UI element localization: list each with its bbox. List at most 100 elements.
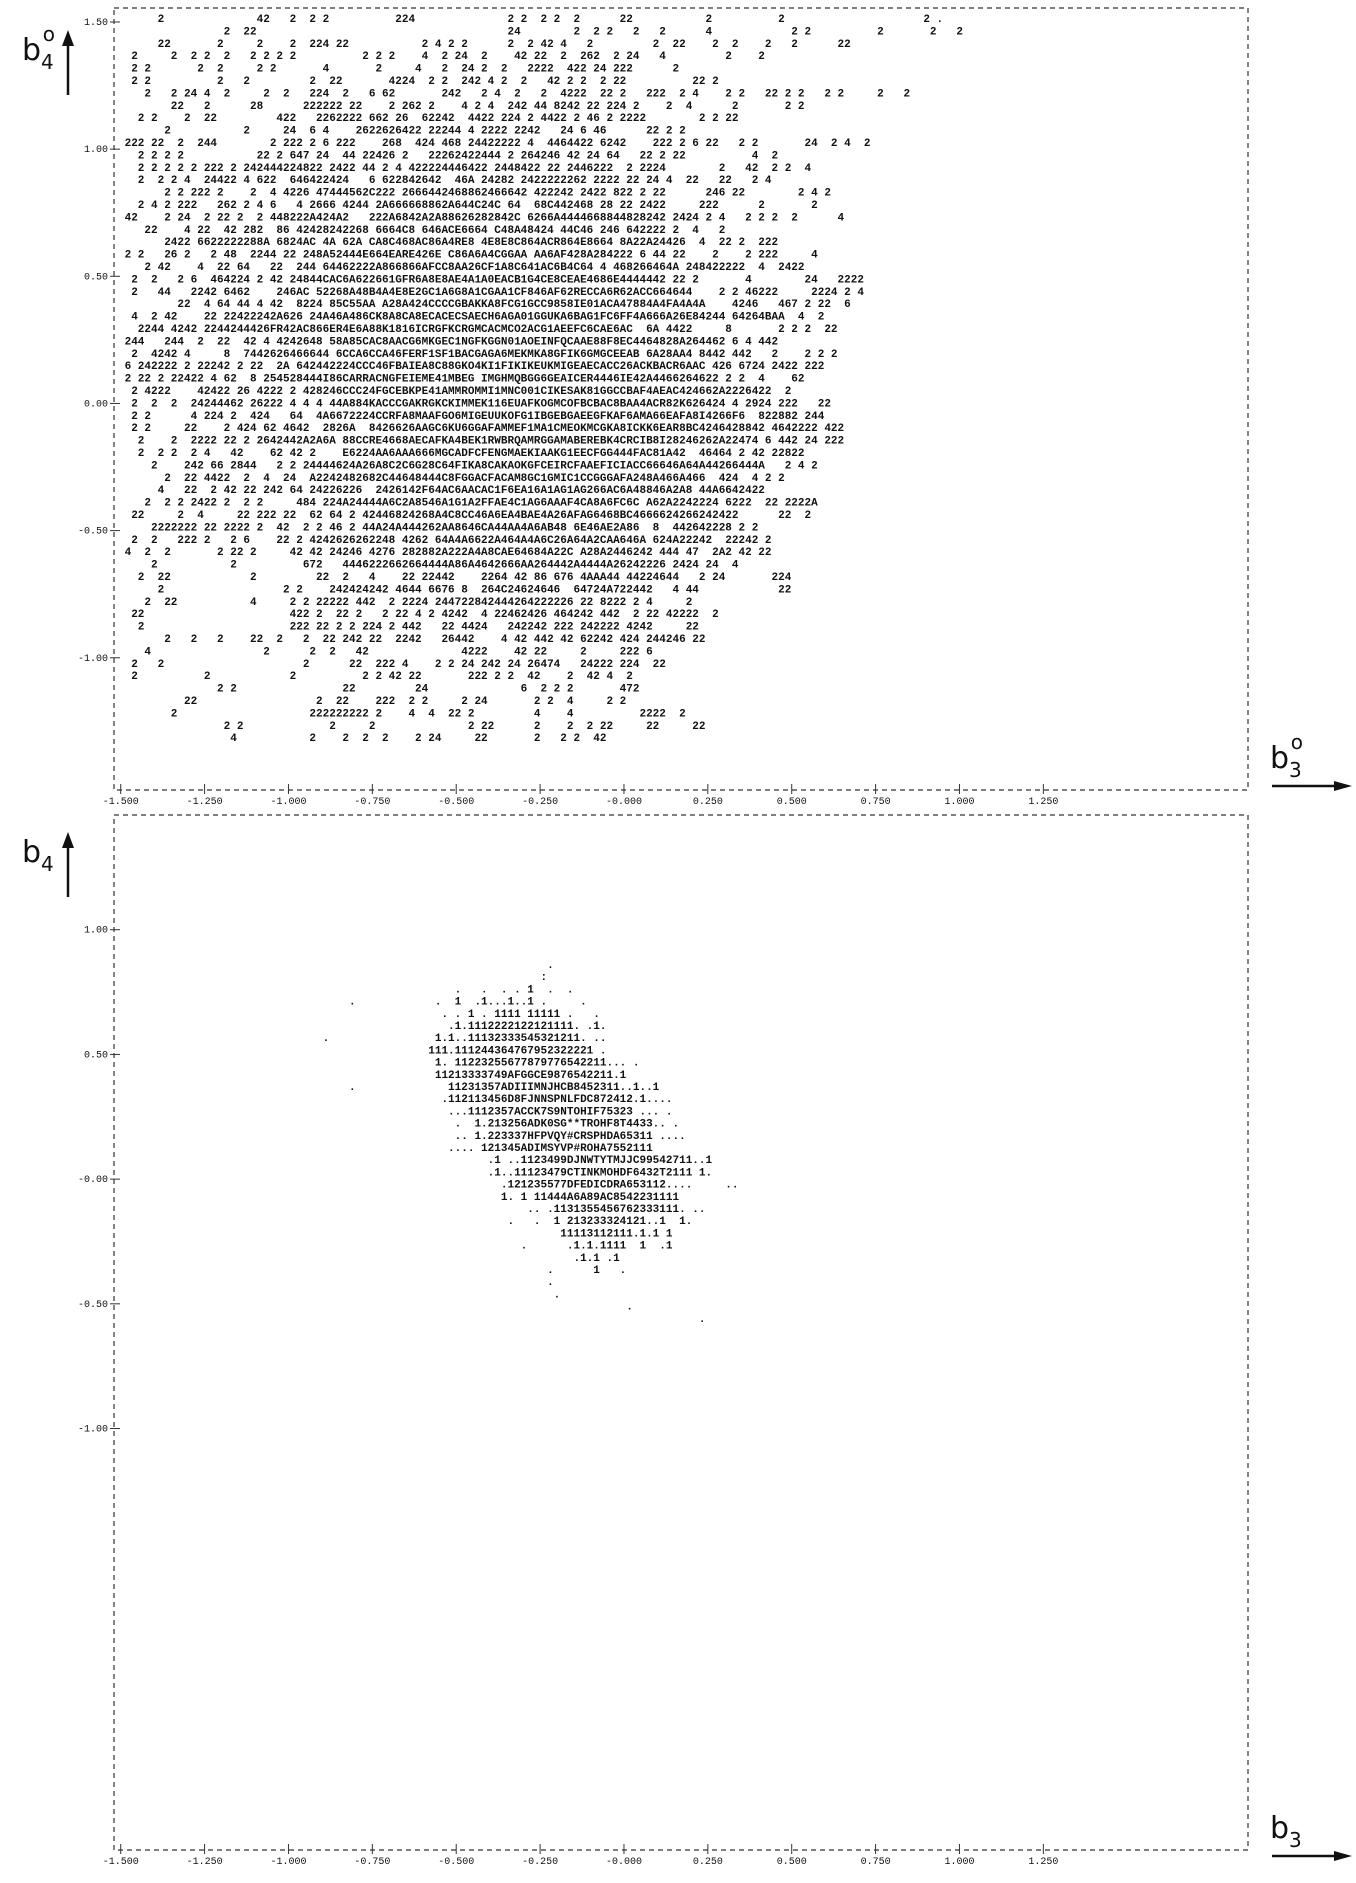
- y-tick-label: 0.50: [84, 272, 108, 283]
- plot-row: .: [118, 1289, 560, 1301]
- plot-row: 11113112111.1.1 1: [118, 1228, 673, 1240]
- x-label: b3 o: [1270, 730, 1303, 782]
- plot-row: 2222222 22 2222 2 42 2 2 46 2 44A24A4442…: [118, 522, 758, 534]
- plot-row: . . . . 1 . .: [118, 984, 573, 996]
- label-base: b: [22, 33, 41, 68]
- plot-row: 22 422 2 22 2 2 22 4 2 4242 4 22462426 4…: [118, 609, 719, 621]
- label-sup: o: [43, 22, 55, 46]
- plot-row: 2 2 2 2 4 42 62 42 2 E6224AA6AAA666MGCAD…: [118, 448, 805, 460]
- plot-row: 42 2 24 2 22 2 2 448222A424A2 222A6842A2…: [118, 212, 845, 224]
- plot-row: 22 2 2 2 224 22 2 4 2 2 2 2 42 4 2 2 22 …: [118, 39, 851, 51]
- x-tick-label: -0.500: [438, 797, 474, 808]
- plot-row: . . 1 . 1111 11111 . .: [118, 1009, 600, 1021]
- plot-row: .... 121345ADIMSYVP#ROHA7552111: [118, 1143, 653, 1155]
- label-sub: 4: [41, 852, 54, 876]
- plot-row: 2 2 2 2 2 22 2 2 2 22 22 22: [118, 721, 706, 733]
- plot-row: 2 2 4 224 2 424 64 4A6672224CCRFA8MAAFGO…: [118, 411, 825, 423]
- plot-row: . . 1 .1...1..1 . .: [118, 997, 587, 1009]
- plot-row: 2 2 2 22 222 4 2 2 24 242 24 26474 24222…: [118, 659, 666, 671]
- label-base: b: [22, 835, 41, 870]
- plot-row: 2 2 2 2 2 2 4 2 4 2 24 2 2 2222 422 24 2…: [118, 64, 679, 76]
- x-tick-label: -0.750: [354, 797, 390, 808]
- plot-row: .: [118, 1277, 554, 1289]
- plot-row: 22 4 22 42 282 86 42428242268 6664C8 646…: [118, 225, 725, 237]
- plot-row: 2 2 2 22 2 2 22 242 22 2242 26442 4 42 4…: [118, 634, 706, 646]
- x-tick-label: 1.000: [944, 797, 974, 808]
- plot-row: :: [118, 972, 547, 984]
- plot-row: .1..11123479CTINKMOHDF6432T2111 1.: [118, 1167, 712, 1179]
- x-tick-label: 1.250: [1028, 797, 1058, 808]
- label-sup: o: [1291, 730, 1303, 754]
- y-tick-label: 1.50: [84, 18, 108, 29]
- label-sub: 4: [41, 50, 54, 74]
- plot-row: 2 242 66 2844 2 2 24444624A26A8C2C6G28C6…: [118, 460, 818, 472]
- label-sub: 3: [1289, 1828, 1302, 1852]
- plot-row: 22 2 4 22 222 22 62 64 2 42446824268A4C8…: [118, 510, 811, 522]
- x-tick-label: -1.500: [103, 1857, 139, 1868]
- plot-row: 2 2 2 24244462 26222 4 4 4 44A884KACCCGA…: [118, 398, 831, 410]
- plot-row: 2 2 22 24 6 2 2 2 472: [118, 684, 640, 696]
- x-tick-label: 0.750: [861, 1857, 891, 1868]
- plot-row: 2 2 2 2 22 2 647 24 44 22426 2 222624224…: [118, 150, 778, 162]
- plot-row: 2 2 22 2 424 62 4642 2826A 8426626AAGC6K…: [118, 423, 844, 435]
- x-tick-label: -1.250: [187, 797, 223, 808]
- plot-row: 4 22 2 42 22 242 64 24226226 2426142F64A…: [118, 485, 765, 497]
- plot-row: 2 2 2 2422 2 2 2 484 224A24444A6C2A8546A…: [118, 498, 818, 510]
- y-tick-label: -0.00: [78, 1175, 108, 1186]
- x-tick-label: 1.250: [1028, 1857, 1058, 1868]
- plot-row: 2 4222 42422 26 4222 2 428246CCC24FGCEBK…: [118, 386, 791, 398]
- plot-row: . .1.1.1111 1 .1: [118, 1241, 673, 1253]
- x-tick-label: 0.750: [861, 797, 891, 808]
- plot-frame: [113, 814, 1249, 1851]
- plot-row: 2 42 4 22 64 22 244 64462222A866866AFCC8…: [118, 262, 805, 274]
- y-label: b4: [22, 835, 54, 876]
- plot-row: .. 1.223337HFPVQY#CRSPHDA65311 ....: [118, 1131, 686, 1143]
- plot-row: 2 22 4 2 2 22222 442 2 2224 244722842444…: [118, 597, 692, 609]
- plot-row: . . 1 213233324121..1 1.: [118, 1216, 692, 1228]
- x-tick-label: -0.250: [522, 797, 558, 808]
- y-tick-label: 0.50: [84, 1050, 108, 1061]
- plot-row: .112113456D8FJNNSPNLFDC872412.1....: [118, 1094, 673, 1106]
- plot-row: 2 2 2 2 2 2 2 2 2 2 2 2 4 2 24 2 42 22 2…: [118, 51, 765, 63]
- plot-row: 4 2 2 2 42 4222 42 22 2 222 6: [118, 646, 653, 658]
- plot-row: 2 2 2 242424242 4644 6676 8 264C24624646…: [118, 584, 791, 596]
- plot-frame: [113, 7, 1249, 791]
- y-label: b4 o: [22, 22, 55, 74]
- plot-row: .. .1131355456762333111. ..: [118, 1204, 706, 1216]
- plot-row: 2 2 24 6 4 2622626422 22244 4 2222 2242 …: [118, 126, 686, 138]
- plot-row: . 1.213256ADK0SG**TROHF8T4433.. .: [118, 1119, 679, 1131]
- plot-row: .1.1 .1: [118, 1253, 620, 1265]
- plot-row: 2 22 4422 2 4 24 A2242482682C44648444C8F…: [118, 473, 785, 485]
- y-tick-label: -1.00: [78, 1425, 108, 1436]
- label-base: b: [1270, 741, 1289, 776]
- x-tick-label: 1.000: [944, 1857, 974, 1868]
- plot-row: 22 4 64 44 4 42 8224 85C55AA A28A424CCCC…: [118, 299, 851, 311]
- x-label: b3: [1270, 1811, 1302, 1852]
- plot-row: 244 244 2 22 42 4 4242648 58A85CAC8AACG6…: [118, 336, 778, 348]
- plot-row: 1. 1 11444A6A89AC8542231111: [118, 1192, 679, 1204]
- plot-row: . 1 .: [118, 1265, 626, 1277]
- plot-row: .: [118, 960, 554, 972]
- plot-row: 2 2 2 4 24422 4 622 646422424 6 62284264…: [118, 175, 772, 187]
- y-arrow-head: [62, 30, 74, 46]
- plot-row: 2 4242 4 8 7442626466644 6CCA6CCA46FERF1…: [118, 349, 838, 361]
- plot-row: 4 2 2 2 2 2 24 22 2 2 2 42: [118, 733, 606, 745]
- plot-row: 2422 6622222288A 6824AC 4A 62A CA8C468AC…: [118, 237, 778, 249]
- plot-row: 2 22 2 22422 4 62 8 254528444I86CARRACNG…: [118, 374, 805, 386]
- plot-row: 2 2 2 2 2 42 22 222 2 2 42 2 42 4 2: [118, 671, 633, 683]
- x-tick-label: -0.250: [522, 1857, 558, 1868]
- plot-row: 2 2 222 2 2 6 22 2 4242626262248 4262 64…: [118, 535, 772, 547]
- plot-row: .121235577DFEDICDRA653112.... ..: [118, 1180, 739, 1192]
- plot-row: 2 222222222 2 4 4 22 2 4 4 2222 2: [118, 708, 686, 720]
- plot-row: .1.1112222122121111. .1.: [118, 1021, 606, 1033]
- plot-row: 111.111244364767952322221 .: [118, 1045, 606, 1057]
- plot-row: 2244 4242 2244244426FR42AC866ER4E6A88K18…: [118, 324, 838, 336]
- y-tick-label: 1.00: [84, 145, 108, 156]
- x-tick-label: 0.500: [777, 797, 807, 808]
- plot-row: 2 2 24 4 2 2 2 224 2 6 62 242 2 4 2 2 42…: [118, 88, 910, 100]
- plot-row: 2 2 2 22 422 2262222 662 26 62242 4422 2…: [118, 113, 739, 125]
- plot-row: . 1.1..11132333545321211. ..: [118, 1033, 606, 1045]
- x-tick-label: -1.000: [270, 797, 306, 808]
- plot-row: . 11231357ADIIIMNJHCB8452311..1..1: [118, 1082, 660, 1094]
- label-base: b: [1270, 1811, 1289, 1846]
